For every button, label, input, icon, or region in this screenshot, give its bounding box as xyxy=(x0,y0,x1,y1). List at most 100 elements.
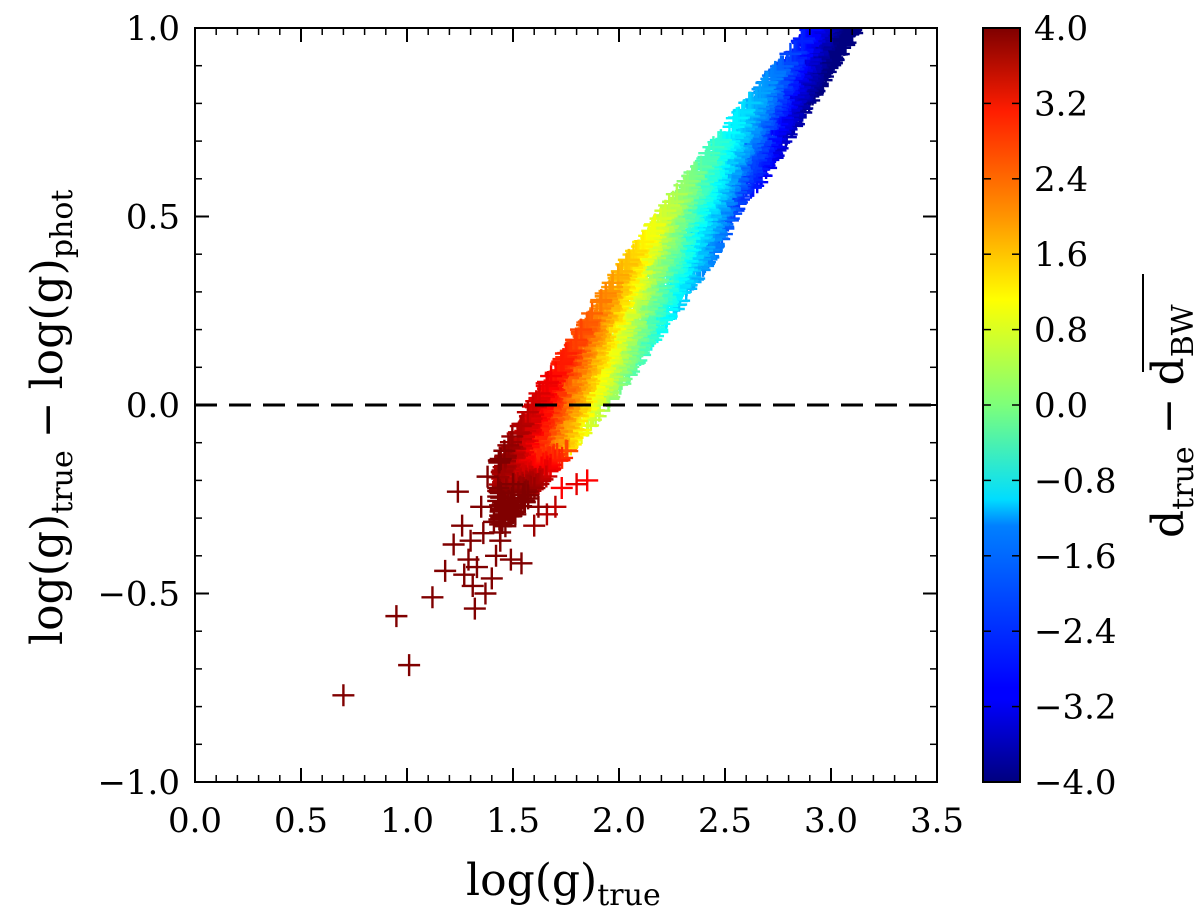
x-tick-label: 3.5 xyxy=(910,801,964,841)
data-point xyxy=(836,0,858,6)
data-point xyxy=(841,0,863,20)
colorbar-tick-label: −2.4 xyxy=(1034,612,1117,652)
data-point xyxy=(501,425,524,448)
y-axis-ticks: −1.0 −0.5 0.0 0.5 1.0 xyxy=(97,9,937,803)
data-point xyxy=(837,28,841,30)
x-tick-label: 1.5 xyxy=(486,801,540,841)
data-point xyxy=(832,0,854,10)
x-axis-label: log(g)true xyxy=(466,855,661,912)
y-tick-label: 1.0 xyxy=(126,9,180,49)
data-point xyxy=(824,0,846,22)
data-point xyxy=(499,548,522,571)
data-point xyxy=(824,0,846,15)
data-point xyxy=(834,0,856,22)
data-point xyxy=(838,0,860,10)
data-point xyxy=(550,352,573,375)
data-point xyxy=(676,170,699,193)
data-point xyxy=(385,605,408,628)
data-point xyxy=(822,0,844,18)
data-point xyxy=(459,529,482,552)
data-point xyxy=(442,533,465,556)
data-point xyxy=(465,556,488,579)
data-point xyxy=(487,476,510,499)
data-point xyxy=(723,112,746,135)
data-point xyxy=(824,0,846,22)
data-point xyxy=(830,0,852,19)
data-point xyxy=(838,0,860,6)
data-point xyxy=(840,0,862,22)
data-point xyxy=(792,28,815,50)
data-point xyxy=(510,552,533,575)
data-point xyxy=(829,0,851,17)
data-point xyxy=(722,115,745,138)
x-tick-label: 3.0 xyxy=(804,801,858,841)
data-point xyxy=(790,30,813,53)
data-point xyxy=(421,586,444,609)
data-point xyxy=(453,563,476,586)
data-point xyxy=(497,434,520,457)
data-point xyxy=(570,318,593,341)
y-axis-label: log(g)true−log(g)phot xyxy=(22,190,80,645)
data-point xyxy=(841,2,863,24)
x-tick-label: 0.0 xyxy=(168,801,222,841)
data-point xyxy=(841,0,863,5)
data-point xyxy=(828,0,850,20)
data-point xyxy=(516,401,539,424)
data-point xyxy=(523,514,546,537)
data-point xyxy=(707,131,730,154)
data-point xyxy=(474,582,497,605)
colorbar-tick-label: −3.2 xyxy=(1034,688,1117,728)
data-point xyxy=(824,28,827,29)
data-point xyxy=(502,473,524,496)
data-point xyxy=(332,684,355,707)
data-point xyxy=(839,0,861,4)
data-point xyxy=(818,1,840,23)
colorbar-tick-label: −4.0 xyxy=(1034,763,1117,803)
y-tick-label: 0.0 xyxy=(126,386,180,426)
data-point xyxy=(576,469,599,492)
data-point xyxy=(472,522,495,545)
colorbar-tick-label: 2.4 xyxy=(1034,160,1088,200)
scatter-points xyxy=(332,0,864,707)
data-point xyxy=(825,5,847,27)
data-point xyxy=(643,214,666,237)
data-point xyxy=(816,0,838,21)
data-point xyxy=(617,248,640,271)
data-point xyxy=(493,503,516,526)
data-point xyxy=(828,0,850,22)
x-tick-label: 0.5 xyxy=(274,801,328,841)
y-tick-label: 0.5 xyxy=(126,198,180,238)
data-point xyxy=(832,0,854,11)
data-point xyxy=(565,328,588,351)
colorbar-label: dtrue−dBW xyxy=(1142,274,1200,538)
data-point xyxy=(451,514,474,537)
data-point xyxy=(837,0,859,11)
data-point xyxy=(826,0,848,20)
data-point xyxy=(833,0,855,13)
data-point xyxy=(398,654,421,677)
data-point xyxy=(832,1,854,23)
data-point xyxy=(839,0,861,11)
data-point xyxy=(833,0,855,18)
data-point xyxy=(837,0,859,6)
data-point xyxy=(832,28,836,30)
data-point xyxy=(833,0,855,20)
data-point xyxy=(837,3,859,25)
colorbar-tick-label: 1.6 xyxy=(1034,235,1088,275)
data-point xyxy=(565,473,588,496)
data-point xyxy=(463,597,486,620)
data-point xyxy=(838,6,860,28)
data-point xyxy=(835,0,857,4)
y-tick-label: −1.0 xyxy=(97,763,180,803)
data-point xyxy=(485,544,508,567)
data-point xyxy=(818,0,840,19)
data-point xyxy=(835,0,857,14)
x-tick-label: 1.0 xyxy=(380,801,434,841)
data-point xyxy=(835,0,857,19)
data-point xyxy=(828,0,850,11)
data-point xyxy=(841,0,863,20)
data-point xyxy=(839,0,861,11)
data-point xyxy=(480,567,503,590)
data-point xyxy=(489,529,512,552)
